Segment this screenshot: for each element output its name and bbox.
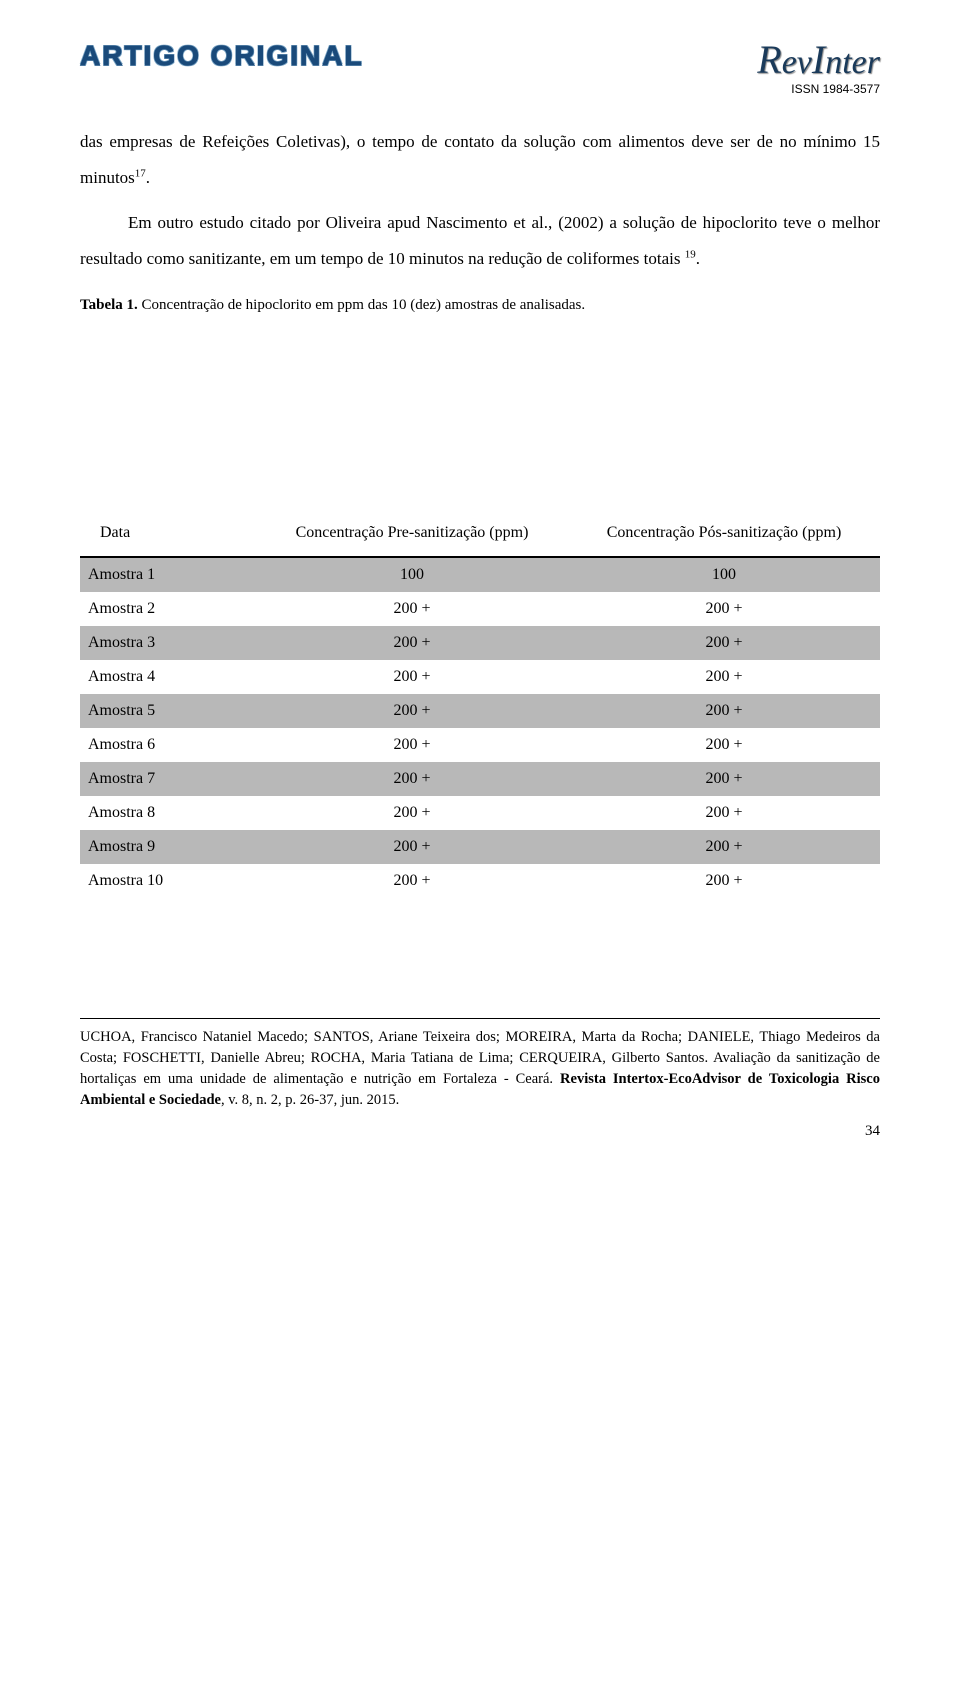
- table-cell: 200 +: [568, 796, 880, 830]
- table-header-row: DataConcentração Pre-sanitização (ppm)Co…: [80, 514, 880, 557]
- table-cell: 200 +: [568, 694, 880, 728]
- page-number: 34: [80, 1123, 880, 1140]
- table-cell: Amostra 10: [80, 864, 256, 898]
- table-column-header: Data: [80, 514, 256, 557]
- table-cell: 200 +: [256, 796, 568, 830]
- table-cell: 200 +: [568, 830, 880, 864]
- table-row: Amostra 10200 +200 +: [80, 864, 880, 898]
- paragraph-tail: .: [146, 168, 150, 187]
- table-cell: 200 +: [256, 864, 568, 898]
- table-cell: 200 +: [568, 660, 880, 694]
- table-cell: 100: [568, 557, 880, 592]
- table-cell: 200 +: [256, 728, 568, 762]
- footer-text-post: , v. 8, n. 2, p. 26-37, jun. 2015.: [221, 1092, 399, 1108]
- page-header: ARTIGO ORIGINAL RevInter ISSN 1984-3577: [80, 40, 880, 96]
- issn-label: ISSN 1984-3577: [757, 82, 880, 96]
- citation-superscript: 17: [135, 167, 146, 179]
- table-cell: Amostra 5: [80, 694, 256, 728]
- paragraph-tail: .: [696, 249, 700, 268]
- concentration-table: DataConcentração Pre-sanitização (ppm)Co…: [80, 514, 880, 898]
- table-row: Amostra 8200 +200 +: [80, 796, 880, 830]
- table-cell: 200 +: [256, 694, 568, 728]
- table-column-header: Concentração Pós-sanitização (ppm): [568, 514, 880, 557]
- body-paragraph-1: das empresas de Refeições Coletivas), o …: [80, 124, 880, 195]
- table-cell: 200 +: [256, 592, 568, 626]
- table-cell: Amostra 4: [80, 660, 256, 694]
- body-paragraph-2: Em outro estudo citado por Oliveira apud…: [80, 205, 880, 276]
- section-title: ARTIGO ORIGINAL: [80, 40, 364, 72]
- table-row: Amostra 5200 +200 +: [80, 694, 880, 728]
- citation-superscript: 19: [685, 248, 696, 260]
- table-cell: Amostra 6: [80, 728, 256, 762]
- table-row: Amostra 6200 +200 +: [80, 728, 880, 762]
- table-cell: 200 +: [568, 592, 880, 626]
- table-cell: 200 +: [568, 762, 880, 796]
- table-row: Amostra 9200 +200 +: [80, 830, 880, 864]
- table-cell: 200 +: [568, 626, 880, 660]
- journal-logo: RevInter: [757, 40, 880, 80]
- table-cell: Amostra 8: [80, 796, 256, 830]
- table-row: Amostra 4200 +200 +: [80, 660, 880, 694]
- table-cell: 200 +: [256, 762, 568, 796]
- table-cell: Amostra 2: [80, 592, 256, 626]
- table-caption: Tabela 1. Concentração de hipoclorito em…: [80, 297, 880, 314]
- table-caption-text: Concentração de hipoclorito em ppm das 1…: [138, 297, 585, 313]
- table-cell: 200 +: [256, 626, 568, 660]
- table-row: Amostra 7200 +200 +: [80, 762, 880, 796]
- table-cell: 100: [256, 557, 568, 592]
- paragraph-text: Em outro estudo citado por Oliveira apud…: [80, 213, 880, 268]
- table-row: Amostra 2200 +200 +: [80, 592, 880, 626]
- table-cell: Amostra 1: [80, 557, 256, 592]
- table-cell: Amostra 9: [80, 830, 256, 864]
- table-cell: Amostra 3: [80, 626, 256, 660]
- table-cell: 200 +: [568, 728, 880, 762]
- table-cell: 200 +: [256, 660, 568, 694]
- citation-footer: UCHOA, Francisco Nataniel Macedo; SANTOS…: [80, 1018, 880, 1111]
- table-cell: Amostra 7: [80, 762, 256, 796]
- table-cell: 200 +: [568, 864, 880, 898]
- journal-brand: RevInter ISSN 1984-3577: [757, 40, 880, 96]
- paragraph-text: das empresas de Refeições Coletivas), o …: [80, 132, 880, 187]
- table-cell: 200 +: [256, 830, 568, 864]
- table-column-header: Concentração Pre-sanitização (ppm): [256, 514, 568, 557]
- table-caption-label: Tabela 1.: [80, 297, 138, 313]
- table-row: Amostra 1100100: [80, 557, 880, 592]
- table-row: Amostra 3200 +200 +: [80, 626, 880, 660]
